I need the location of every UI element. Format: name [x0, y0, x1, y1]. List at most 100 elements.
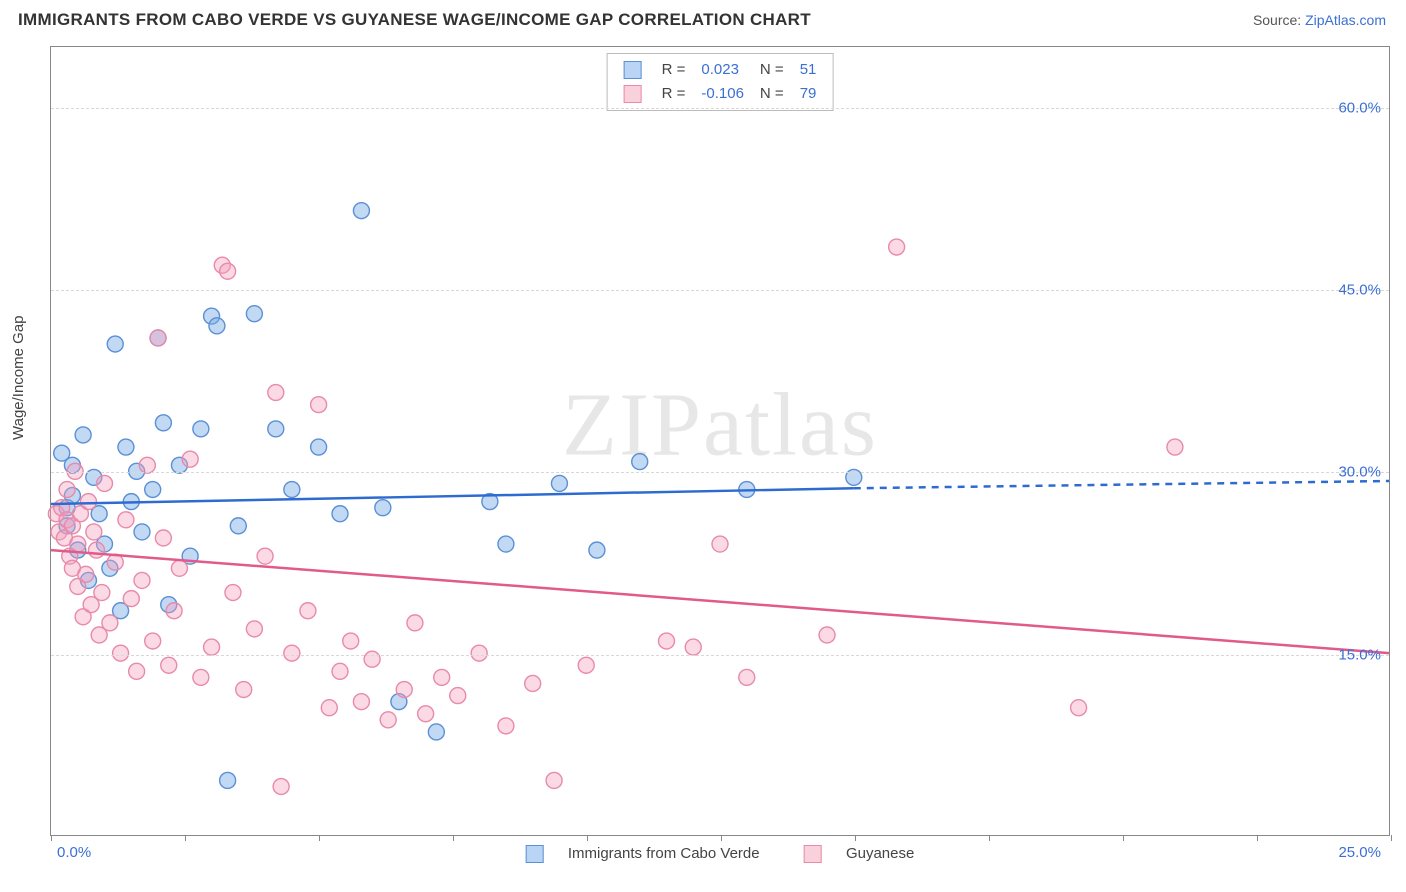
data-point-cabo_verde: [375, 500, 391, 516]
data-point-cabo_verde: [118, 439, 134, 455]
swatch-pink: [624, 85, 642, 103]
data-point-cabo_verde: [209, 318, 225, 334]
source-link[interactable]: ZipAtlas.com: [1305, 12, 1386, 28]
x-tick-mark: [1123, 835, 1124, 841]
x-axis-min-label: 0.0%: [57, 844, 91, 861]
data-point-guyanese: [257, 548, 273, 564]
x-tick-mark: [855, 835, 856, 841]
data-point-guyanese: [129, 663, 145, 679]
legend-row-guyanese: R = -0.106 N = 79: [616, 82, 825, 106]
trend-line-guyanese: [51, 550, 1389, 653]
x-tick-mark: [587, 835, 588, 841]
data-point-cabo_verde: [246, 306, 262, 322]
data-point-guyanese: [343, 633, 359, 649]
data-point-guyanese: [1071, 700, 1087, 716]
data-point-cabo_verde: [134, 524, 150, 540]
data-point-cabo_verde: [220, 772, 236, 788]
data-point-guyanese: [204, 639, 220, 655]
data-point-guyanese: [889, 239, 905, 255]
data-point-guyanese: [819, 627, 835, 643]
data-point-guyanese: [300, 603, 316, 619]
data-point-guyanese: [220, 263, 236, 279]
data-point-guyanese: [525, 675, 541, 691]
data-point-cabo_verde: [75, 427, 91, 443]
data-point-guyanese: [80, 494, 96, 510]
data-point-guyanese: [407, 615, 423, 631]
data-point-guyanese: [396, 682, 412, 698]
data-point-guyanese: [364, 651, 380, 667]
data-point-cabo_verde: [428, 724, 444, 740]
y-tick-label: 30.0%: [1338, 464, 1381, 481]
x-axis-max-label: 25.0%: [1338, 844, 1381, 861]
x-tick-mark: [51, 835, 52, 841]
data-point-cabo_verde: [632, 454, 648, 470]
source-citation: Source: ZipAtlas.com: [1253, 12, 1386, 28]
data-point-guyanese: [123, 591, 139, 607]
data-point-guyanese: [434, 669, 450, 685]
data-point-guyanese: [546, 772, 562, 788]
data-point-guyanese: [498, 718, 514, 734]
x-tick-mark: [1391, 835, 1392, 841]
data-point-guyanese: [246, 621, 262, 637]
data-point-guyanese: [685, 639, 701, 655]
data-point-guyanese: [118, 512, 134, 528]
data-point-guyanese: [86, 524, 102, 540]
data-point-guyanese: [193, 669, 209, 685]
legend-item-cabo-verde: Immigrants from Cabo Verde: [516, 845, 774, 862]
data-point-guyanese: [150, 330, 166, 346]
legend-item-guyanese: Guyanese: [794, 845, 925, 862]
data-point-guyanese: [94, 585, 110, 601]
data-point-guyanese: [102, 615, 118, 631]
series-legend: Immigrants from Cabo Verde Guyanese: [506, 845, 935, 863]
swatch-pink-icon: [804, 845, 822, 863]
data-point-cabo_verde: [145, 482, 161, 498]
data-point-cabo_verde: [230, 518, 246, 534]
data-point-guyanese: [418, 706, 434, 722]
data-point-guyanese: [268, 385, 284, 401]
gridline: [51, 108, 1389, 109]
source-label: Source:: [1253, 12, 1305, 28]
data-point-cabo_verde: [353, 203, 369, 219]
stats-legend: R = 0.023 N = 51 R = -0.106 N = 79: [607, 53, 834, 111]
data-point-guyanese: [471, 645, 487, 661]
data-point-guyanese: [284, 645, 300, 661]
y-axis-label: Wage/Income Gap: [10, 315, 27, 440]
gridline: [51, 472, 1389, 473]
y-tick-label: 15.0%: [1338, 646, 1381, 663]
scatter-plot: [51, 47, 1389, 835]
data-point-guyanese: [236, 682, 252, 698]
data-point-guyanese: [70, 536, 86, 552]
swatch-blue: [624, 61, 642, 79]
gridline: [51, 290, 1389, 291]
data-point-guyanese: [1167, 439, 1183, 455]
data-point-guyanese: [166, 603, 182, 619]
data-point-guyanese: [225, 585, 241, 601]
data-point-guyanese: [380, 712, 396, 728]
trend-line-dashed-cabo_verde: [854, 481, 1389, 488]
data-point-guyanese: [578, 657, 594, 673]
data-point-guyanese: [59, 482, 75, 498]
data-point-cabo_verde: [589, 542, 605, 558]
data-point-guyanese: [89, 542, 105, 558]
data-point-guyanese: [139, 457, 155, 473]
y-tick-label: 60.0%: [1338, 99, 1381, 116]
data-point-cabo_verde: [332, 506, 348, 522]
data-point-guyanese: [311, 397, 327, 413]
x-tick-mark: [185, 835, 186, 841]
swatch-blue-icon: [526, 845, 544, 863]
legend-row-cabo-verde: R = 0.023 N = 51: [616, 58, 825, 82]
data-point-cabo_verde: [311, 439, 327, 455]
data-point-guyanese: [78, 566, 94, 582]
header: IMMIGRANTS FROM CABO VERDE VS GUYANESE W…: [0, 0, 1406, 36]
data-point-guyanese: [332, 663, 348, 679]
gridline: [51, 655, 1389, 656]
data-point-cabo_verde: [155, 415, 171, 431]
data-point-cabo_verde: [268, 421, 284, 437]
data-point-guyanese: [353, 694, 369, 710]
data-point-guyanese: [712, 536, 728, 552]
data-point-guyanese: [134, 572, 150, 588]
data-point-guyanese: [273, 779, 289, 795]
x-tick-mark: [1257, 835, 1258, 841]
data-point-cabo_verde: [498, 536, 514, 552]
data-point-guyanese: [171, 560, 187, 576]
